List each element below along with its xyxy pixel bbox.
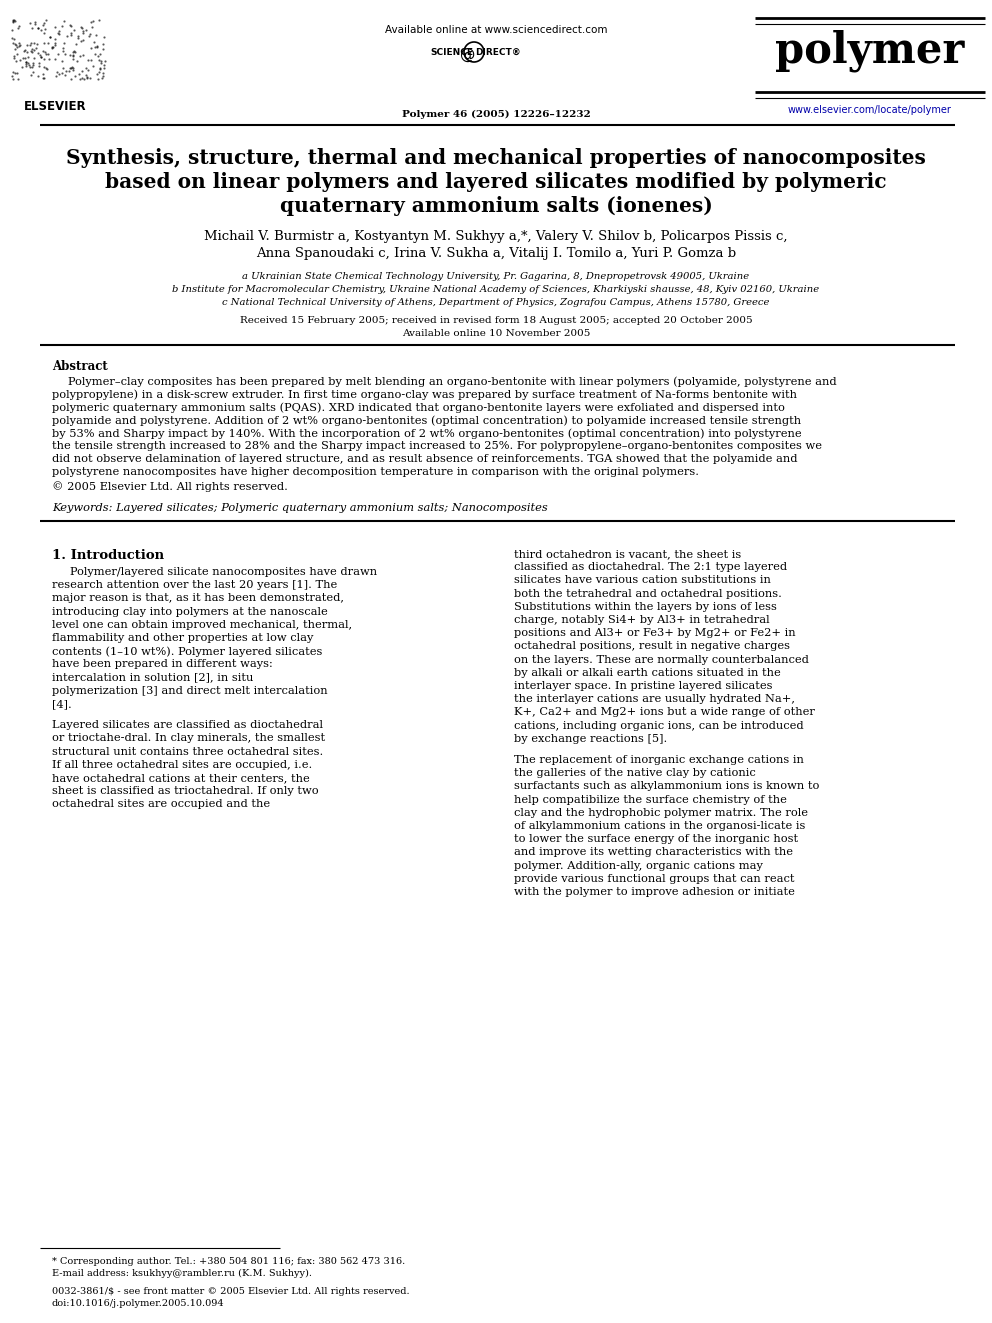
Text: Michail V. Burmistr a, Kostyantyn M. Sukhyy a,*, Valery V. Shilov b, Policarpos : Michail V. Burmistr a, Kostyantyn M. Suk… [204, 230, 788, 243]
Text: the interlayer cations are usually hydrated Na+,: the interlayer cations are usually hydra… [514, 695, 795, 704]
Text: Anna Spanoudaki c, Irina V. Sukha a, Vitalij I. Tomilo a, Yuri P. Gomza b: Anna Spanoudaki c, Irina V. Sukha a, Vit… [256, 247, 736, 261]
Text: b Institute for Macromolecular Chemistry, Ukraine National Academy of Sciences, : b Institute for Macromolecular Chemistry… [173, 284, 819, 294]
Text: Polymer/layered silicate nanocomposites have drawn: Polymer/layered silicate nanocomposites … [70, 568, 377, 577]
Text: polypropylene) in a disk-screw extruder. In first time organo-clay was prepared : polypropylene) in a disk-screw extruder.… [52, 389, 797, 400]
Text: cations, including organic ions, can be introduced: cations, including organic ions, can be … [514, 721, 804, 730]
Text: research attention over the last 20 years [1]. The: research attention over the last 20 year… [52, 581, 337, 590]
Text: surfactants such as alkylammonium ions is known to: surfactants such as alkylammonium ions i… [514, 782, 819, 791]
Text: Keywords: Layered silicates; Polymeric quaternary ammonium salts; Nanocomposites: Keywords: Layered silicates; Polymeric q… [52, 503, 548, 513]
Text: Layered silicates are classified as dioctahedral: Layered silicates are classified as dioc… [52, 720, 323, 730]
Text: third octahedron is vacant, the sheet is: third octahedron is vacant, the sheet is [514, 549, 741, 560]
Text: Available online at www.sciencedirect.com: Available online at www.sciencedirect.co… [385, 25, 607, 34]
Text: the galleries of the native clay by cationic: the galleries of the native clay by cati… [514, 769, 756, 778]
Text: polyamide and polystyrene. Addition of 2 wt% organo-bentonites (optimal concentr: polyamide and polystyrene. Addition of 2… [52, 415, 802, 426]
Text: sheet is classified as trioctahedral. If only two: sheet is classified as trioctahedral. If… [52, 786, 318, 796]
Text: E-mail address: ksukhyy@rambler.ru (K.M. Sukhyy).: E-mail address: ksukhyy@rambler.ru (K.M.… [52, 1269, 312, 1278]
Text: clay and the hydrophobic polymer matrix. The role: clay and the hydrophobic polymer matrix.… [514, 808, 808, 818]
Text: The replacement of inorganic exchange cations in: The replacement of inorganic exchange ca… [514, 755, 804, 765]
Text: intercalation in solution [2], in situ: intercalation in solution [2], in situ [52, 672, 253, 683]
Text: both the tetrahedral and octahedral positions.: both the tetrahedral and octahedral posi… [514, 589, 782, 598]
Text: Abstract: Abstract [52, 360, 108, 373]
Text: * Corresponding author. Tel.: +380 504 801 116; fax: 380 562 473 316.: * Corresponding author. Tel.: +380 504 8… [52, 1257, 406, 1266]
Text: with the polymer to improve adhesion or initiate: with the polymer to improve adhesion or … [514, 886, 795, 897]
Text: ELSEVIER: ELSEVIER [24, 101, 86, 112]
Text: have octahedral cations at their centers, the: have octahedral cations at their centers… [52, 773, 310, 783]
Text: Available online 10 November 2005: Available online 10 November 2005 [402, 329, 590, 337]
Text: provide various functional groups that can react: provide various functional groups that c… [514, 873, 795, 884]
Text: @: @ [460, 48, 476, 62]
Text: flammability and other properties at low clay: flammability and other properties at low… [52, 632, 313, 643]
Text: Received 15 February 2005; received in revised form 18 August 2005; accepted 20 : Received 15 February 2005; received in r… [240, 316, 752, 325]
Text: have been prepared in different ways:: have been prepared in different ways: [52, 659, 273, 669]
Text: help compatibilize the surface chemistry of the: help compatibilize the surface chemistry… [514, 795, 787, 804]
Text: If all three octahedral sites are occupied, i.e.: If all three octahedral sites are occupi… [52, 759, 312, 770]
Text: classified as dioctahedral. The 2:1 type layered: classified as dioctahedral. The 2:1 type… [514, 562, 787, 573]
Text: by 53% and Sharpy impact by 140%. With the incorporation of 2 wt% organo-bentoni: by 53% and Sharpy impact by 140%. With t… [52, 429, 802, 438]
Text: by exchange reactions [5].: by exchange reactions [5]. [514, 734, 668, 744]
Text: by alkali or alkali earth cations situated in the: by alkali or alkali earth cations situat… [514, 668, 781, 677]
Text: major reason is that, as it has been demonstrated,: major reason is that, as it has been dem… [52, 594, 344, 603]
Text: polymer. Addition-ally, organic cations may: polymer. Addition-ally, organic cations … [514, 860, 763, 871]
Text: to lower the surface energy of the inorganic host: to lower the surface energy of the inorg… [514, 835, 799, 844]
Text: polymeric quaternary ammonium salts (PQAS). XRD indicated that organo-bentonite : polymeric quaternary ammonium salts (PQA… [52, 402, 785, 413]
Text: and improve its wetting characteristics with the: and improve its wetting characteristics … [514, 848, 793, 857]
Text: octahedral sites are occupied and the: octahedral sites are occupied and the [52, 799, 270, 810]
Text: level one can obtain improved mechanical, thermal,: level one can obtain improved mechanical… [52, 619, 352, 630]
Text: Polymer 46 (2005) 12226–12232: Polymer 46 (2005) 12226–12232 [402, 110, 590, 119]
Text: c National Technical University of Athens, Department of Physics, Zografou Campu: c National Technical University of Athen… [222, 298, 770, 307]
Text: octahedral positions, result in negative charges: octahedral positions, result in negative… [514, 642, 790, 651]
Text: polymerization [3] and direct melt intercalation: polymerization [3] and direct melt inter… [52, 685, 327, 696]
Text: the tensile strength increased to 28% and the Sharpy impact increased to 25%. Fo: the tensile strength increased to 28% an… [52, 441, 822, 451]
Text: of alkylammonium cations in the organosi-licate is: of alkylammonium cations in the organosi… [514, 822, 806, 831]
Text: doi:10.1016/j.polymer.2005.10.094: doi:10.1016/j.polymer.2005.10.094 [52, 1299, 224, 1308]
Text: © 2005 Elsevier Ltd. All rights reserved.: © 2005 Elsevier Ltd. All rights reserved… [52, 482, 288, 492]
Text: did not observe delamination of layered structure, and as result absence of rein: did not observe delamination of layered … [52, 454, 798, 464]
Text: charge, notably Si4+ by Al3+ in tetrahedral: charge, notably Si4+ by Al3+ in tetrahed… [514, 615, 770, 624]
Text: [4].: [4]. [52, 699, 71, 709]
Text: Synthesis, structure, thermal and mechanical properties of nanocomposites: Synthesis, structure, thermal and mechan… [66, 148, 926, 168]
Text: based on linear polymers and layered silicates modified by polymeric: based on linear polymers and layered sil… [105, 172, 887, 192]
Text: introducing clay into polymers at the nanoscale: introducing clay into polymers at the na… [52, 607, 327, 617]
Text: or trioctahe-dral. In clay minerals, the smallest: or trioctahe-dral. In clay minerals, the… [52, 733, 325, 744]
Text: structural unit contains three octahedral sites.: structural unit contains three octahedra… [52, 746, 323, 757]
Text: 0032-3861/$ - see front matter © 2005 Elsevier Ltd. All rights reserved.: 0032-3861/$ - see front matter © 2005 El… [52, 1287, 410, 1297]
Text: a Ukrainian State Chemical Technology University, Pr. Gagarina, 8, Dnepropetrovs: a Ukrainian State Chemical Technology Un… [242, 273, 750, 280]
Text: polystyrene nanocomposites have higher decomposition temperature in comparison w: polystyrene nanocomposites have higher d… [52, 467, 699, 478]
Text: silicates have various cation substitutions in: silicates have various cation substituti… [514, 576, 771, 585]
Text: positions and Al3+ or Fe3+ by Mg2+ or Fe2+ in: positions and Al3+ or Fe3+ by Mg2+ or Fe… [514, 628, 796, 638]
Text: interlayer space. In pristine layered silicates: interlayer space. In pristine layered si… [514, 681, 773, 691]
Text: K+, Ca2+ and Mg2+ ions but a wide range of other: K+, Ca2+ and Mg2+ ions but a wide range … [514, 708, 814, 717]
Text: quaternary ammonium salts (ionenes): quaternary ammonium salts (ionenes) [280, 196, 712, 216]
Text: DIRECT®: DIRECT® [475, 48, 521, 57]
Text: www.elsevier.com/locate/polymer: www.elsevier.com/locate/polymer [788, 105, 952, 115]
Text: 1. Introduction: 1. Introduction [52, 549, 164, 562]
Text: contents (1–10 wt%). Polymer layered silicates: contents (1–10 wt%). Polymer layered sil… [52, 646, 322, 656]
Text: SCIENCE: SCIENCE [430, 48, 473, 57]
Text: Polymer–clay composites has been prepared by melt blending an organo-bentonite w: Polymer–clay composites has been prepare… [68, 376, 836, 386]
Text: on the layers. These are normally counterbalanced: on the layers. These are normally counte… [514, 655, 808, 664]
Text: polymer: polymer [776, 30, 964, 73]
Text: Substitutions within the layers by ions of less: Substitutions within the layers by ions … [514, 602, 777, 611]
